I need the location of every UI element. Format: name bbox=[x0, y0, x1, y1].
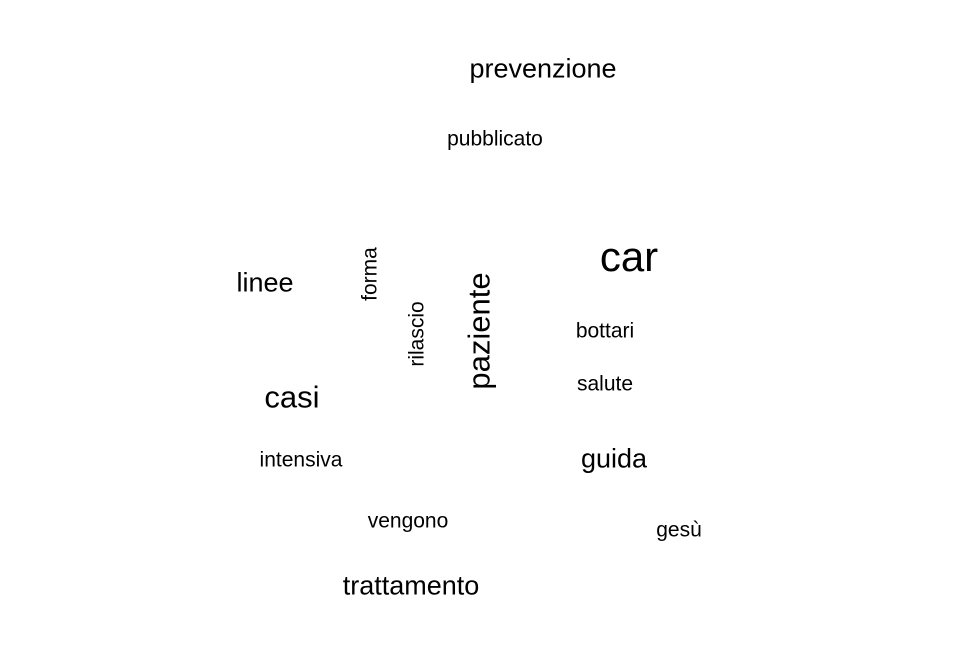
word-guida: guida bbox=[580, 443, 648, 474]
word-pubblicato: pubblicato bbox=[447, 127, 543, 151]
word-linee: linee bbox=[236, 267, 294, 298]
word-casi: casi bbox=[264, 379, 320, 415]
word-paziente: paziente bbox=[461, 272, 497, 390]
word-intensiva: intensiva bbox=[259, 448, 343, 472]
word-vengono: vengono bbox=[367, 509, 449, 533]
word-prevenzione: prevenzione bbox=[469, 53, 617, 84]
word-trattamento: trattamento bbox=[342, 570, 480, 601]
word-forma: forma bbox=[358, 247, 382, 301]
word-gesu: gesù bbox=[656, 518, 702, 542]
word-car: car bbox=[599, 233, 659, 280]
word-salute: salute bbox=[576, 372, 634, 396]
word-rilascio: rilascio bbox=[405, 301, 429, 367]
word-bottari: bottari bbox=[575, 319, 635, 343]
